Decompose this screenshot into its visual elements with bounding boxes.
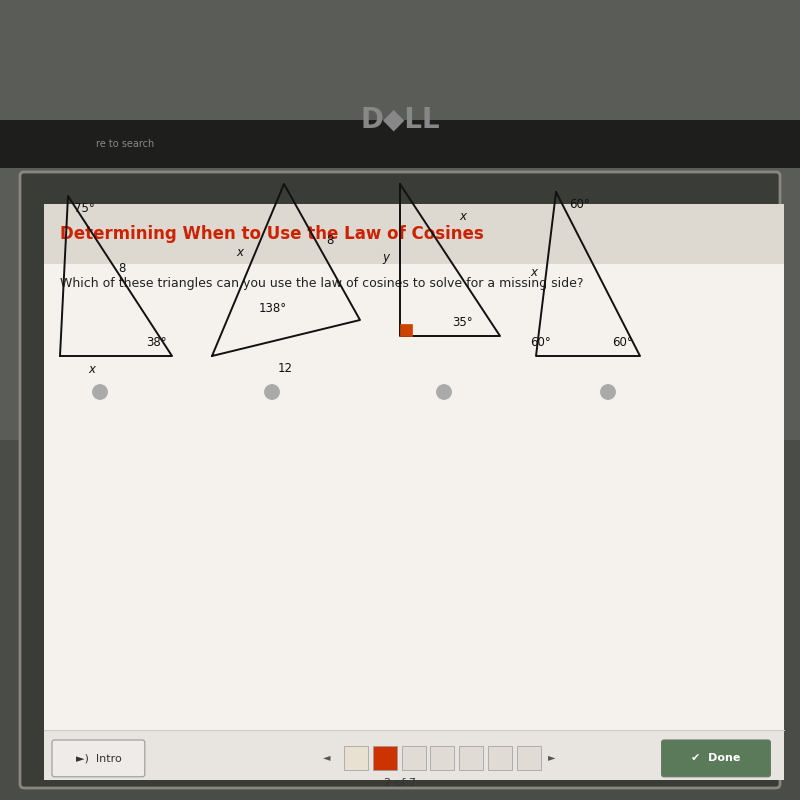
Circle shape xyxy=(265,385,279,399)
Text: x: x xyxy=(530,266,538,278)
Circle shape xyxy=(601,385,615,399)
Text: 12: 12 xyxy=(278,362,293,374)
Text: Determining When to Use the Law of Cosines: Determining When to Use the Law of Cosin… xyxy=(60,225,484,243)
Text: 35°: 35° xyxy=(452,316,473,329)
Text: 8: 8 xyxy=(118,262,126,274)
Bar xyxy=(430,746,454,770)
Text: 8: 8 xyxy=(326,234,334,246)
Text: ◄: ◄ xyxy=(322,753,330,762)
Bar xyxy=(44,730,784,780)
Text: Which of these triangles can you use the law of cosines to solve for a missing s: Which of these triangles can you use the… xyxy=(60,278,583,290)
Bar xyxy=(44,204,784,780)
Bar xyxy=(44,204,784,264)
Polygon shape xyxy=(400,324,412,336)
Text: 38°: 38° xyxy=(146,336,167,349)
Bar xyxy=(0,440,800,800)
Text: 2 of 7: 2 of 7 xyxy=(384,778,416,787)
Text: 75°: 75° xyxy=(74,202,94,214)
Text: re to search: re to search xyxy=(96,139,154,149)
Text: 60°: 60° xyxy=(530,336,551,349)
Text: ✔  Done: ✔ Done xyxy=(691,754,741,763)
Bar xyxy=(0,120,800,168)
Circle shape xyxy=(437,385,451,399)
Text: x: x xyxy=(237,246,243,258)
Bar xyxy=(44,264,784,780)
Text: ►)  Intro: ►) Intro xyxy=(75,754,122,763)
Text: D◆LL: D◆LL xyxy=(360,106,440,134)
Text: x: x xyxy=(89,363,95,376)
Text: x: x xyxy=(459,210,466,222)
Text: 138°: 138° xyxy=(258,302,286,314)
Text: ►: ► xyxy=(548,753,556,762)
FancyBboxPatch shape xyxy=(20,172,780,788)
Bar xyxy=(488,746,512,770)
FancyBboxPatch shape xyxy=(662,740,770,777)
Bar xyxy=(402,746,426,770)
Bar xyxy=(459,746,483,770)
FancyBboxPatch shape xyxy=(52,740,145,777)
Text: 60°: 60° xyxy=(570,198,590,210)
Bar xyxy=(344,746,368,770)
Text: y: y xyxy=(382,251,390,264)
Bar xyxy=(517,746,541,770)
Circle shape xyxy=(93,385,107,399)
Text: 60°: 60° xyxy=(612,336,633,349)
Bar xyxy=(373,746,397,770)
